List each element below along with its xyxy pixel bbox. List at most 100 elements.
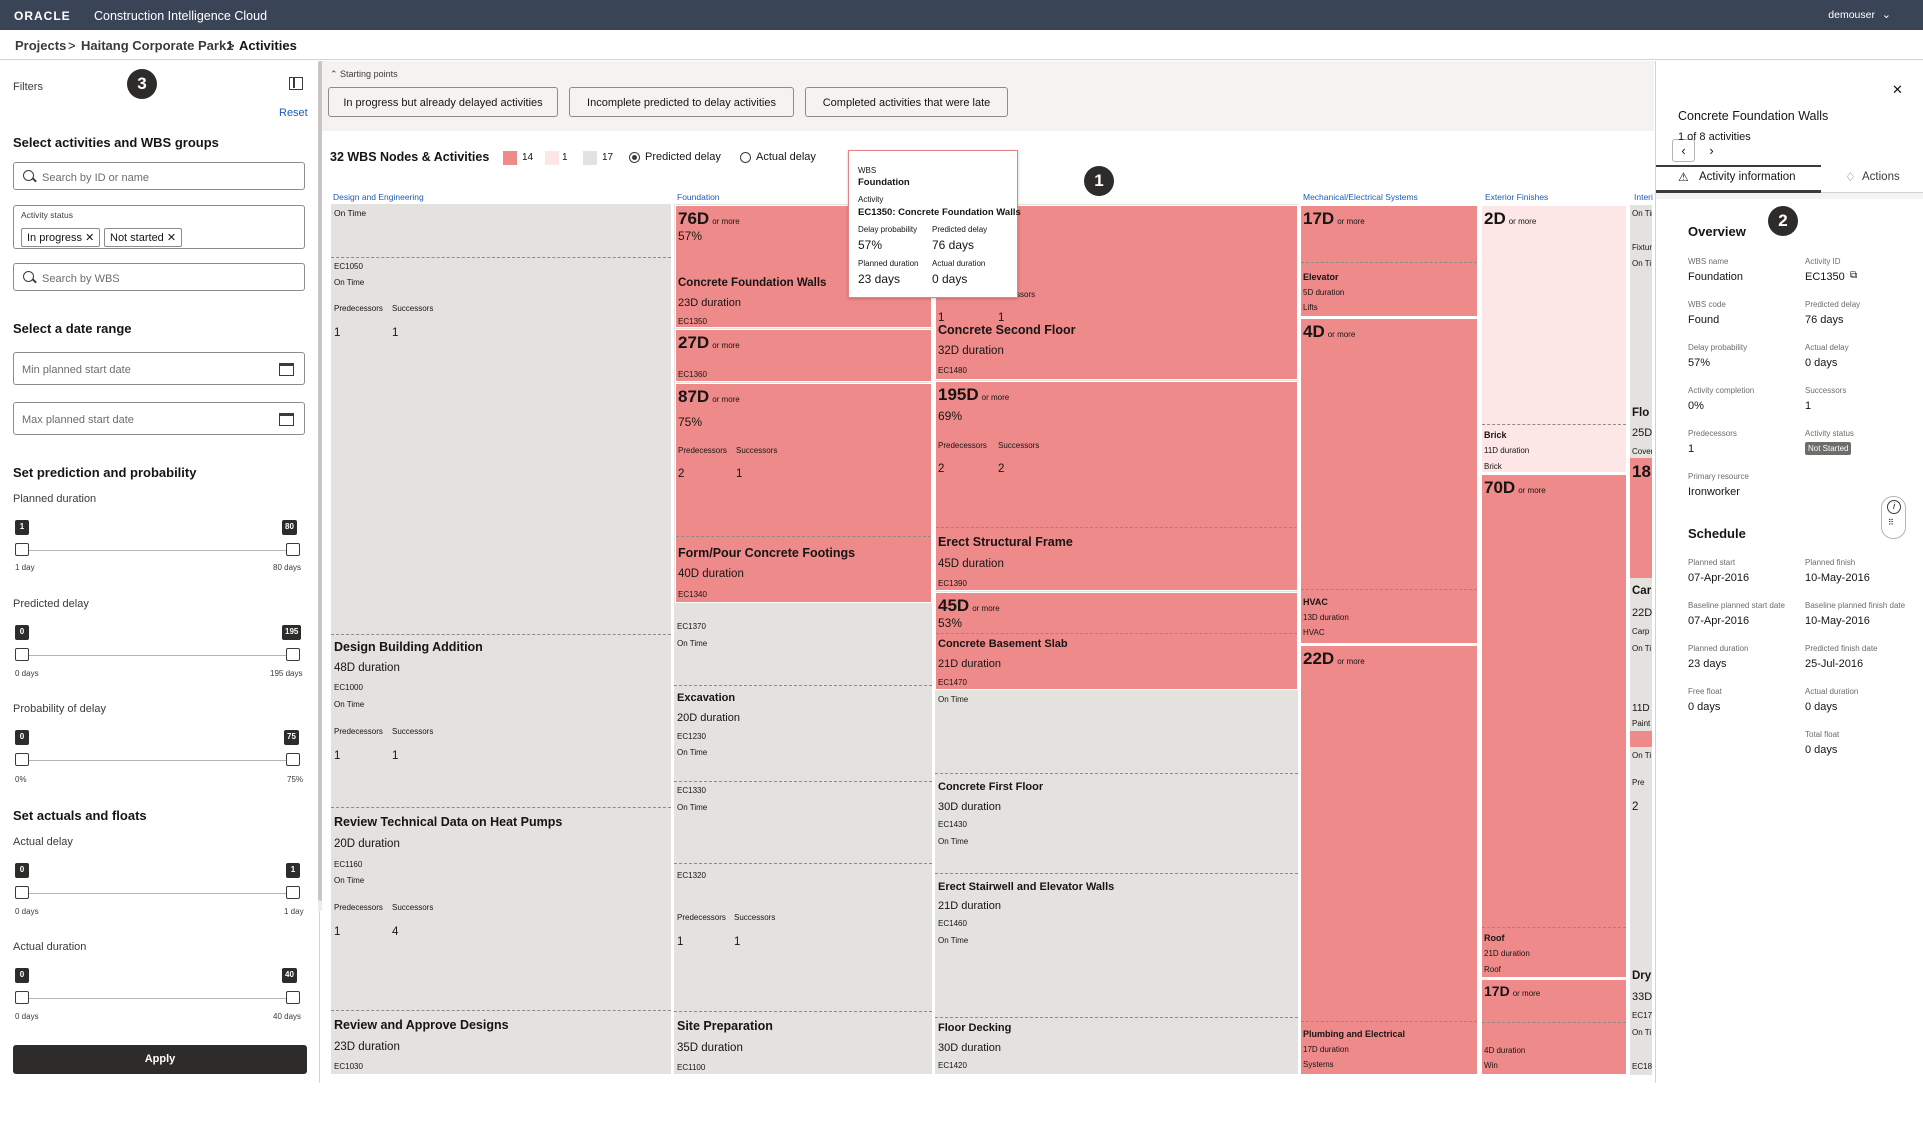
slider-max-handle[interactable] xyxy=(286,543,300,556)
field-value: Found xyxy=(1688,314,1720,326)
breadcrumb: Projects > Haitang Corporate Park1 > Act… xyxy=(0,30,1923,60)
previous-activity-button[interactable]: ‹ xyxy=(1672,139,1695,162)
apply-button[interactable]: Apply xyxy=(13,1045,307,1074)
actuals-heading: Set actuals and floats xyxy=(13,808,147,823)
chip-not-started[interactable]: Not started ✕ xyxy=(104,228,183,247)
activity-cell-form-pour-footings[interactable]: 87D or more 75% Predecessors Successors 2… xyxy=(675,383,932,603)
slider-max-handle[interactable] xyxy=(286,886,300,899)
legend-count: 14 xyxy=(522,152,534,163)
actual-delay-radio[interactable] xyxy=(740,152,751,163)
actual-duration-slider[interactable] xyxy=(22,998,294,999)
starting-points-toggle[interactable]: ⌃ Starting points xyxy=(330,69,398,79)
wbs-group-label[interactable]: Foundation xyxy=(677,192,720,202)
predicted-delay-radio[interactable] xyxy=(629,152,640,163)
search-id-input[interactable]: Search by ID or name xyxy=(13,162,305,190)
interiors-paint-delay[interactable] xyxy=(1630,731,1652,747)
predicted-delay-slider[interactable] xyxy=(22,655,294,656)
activity-cell-elevator[interactable]: 17D or more Elevator 5D duration Lifts xyxy=(1300,205,1478,317)
breadcrumb-projects[interactable]: Projects xyxy=(15,38,67,53)
calendar-icon[interactable] xyxy=(279,363,294,376)
tab-actions[interactable]: Actions xyxy=(1862,171,1900,183)
planned-duration-slider[interactable] xyxy=(22,550,294,551)
next-activity-button[interactable]: › xyxy=(1700,139,1723,162)
actual-duration-label: Actual duration xyxy=(13,941,87,953)
actual-delay-label: Actual delay xyxy=(13,836,73,848)
activity-cell-brick[interactable]: 2D or more Brick 11D duration Brick xyxy=(1481,205,1627,473)
collapse-panel-icon[interactable] xyxy=(289,77,303,90)
field-label: Predicted finish date xyxy=(1805,644,1878,653)
actual-delay-slider[interactable] xyxy=(22,893,294,894)
field-value: 0 days xyxy=(1805,357,1838,369)
slider-max-value: 195 xyxy=(282,625,302,640)
wbs-group-label[interactable]: Interi xyxy=(1634,192,1653,202)
prediction-heading: Set prediction and probability xyxy=(13,465,197,480)
wbs-cell-design-engineering[interactable]: On Time EC1050 On Time Predecessors Succ… xyxy=(331,204,671,1074)
chevron-down-icon[interactable]: ⌄ xyxy=(1881,9,1891,21)
search-wbs-input[interactable]: Search by WBS xyxy=(13,263,305,291)
starting-point-button-2[interactable]: Incomplete predicted to delay activities xyxy=(569,87,794,117)
copy-icon[interactable]: ⧉ xyxy=(1850,270,1858,281)
select-activities-heading: Select activities and WBS groups xyxy=(13,135,219,150)
slider-max-value: 75 xyxy=(284,730,299,745)
activity-cell-ec1360[interactable]: 27D or more EC1360 xyxy=(675,329,932,382)
slider-max-handle[interactable] xyxy=(286,648,300,661)
slider-max-handle[interactable] xyxy=(286,991,300,1004)
filters-panel: Filters 3 Reset Select activities and WB… xyxy=(0,61,320,1083)
structure-ontime-area[interactable]: On Time Concrete First Floor 30D duratio… xyxy=(935,691,1298,1075)
breadcrumb-project[interactable]: Haitang Corporate Park1 xyxy=(81,38,234,53)
activity-status-select[interactable]: Activity status In progress ✕ Not starte… xyxy=(13,205,305,249)
slider-min-handle[interactable] xyxy=(15,648,29,661)
slider-min-handle[interactable] xyxy=(15,991,29,1004)
status-badge: Not Started xyxy=(1805,442,1852,455)
legend-swatch-ontime xyxy=(583,151,597,165)
user-menu[interactable]: demouser xyxy=(1828,9,1875,21)
grid-icon[interactable]: ⠿ xyxy=(1888,518,1894,527)
foundation-ontime-area[interactable]: EC1370 On Time Excavation 20D duration E… xyxy=(674,605,932,1075)
info-icon[interactable]: i xyxy=(1887,500,1901,514)
field-value: Foundation xyxy=(1688,271,1744,283)
reset-link[interactable]: Reset xyxy=(279,107,308,119)
activity-cell-roof[interactable]: 70D or more Roof 21D duration Roof xyxy=(1481,474,1627,978)
calendar-icon[interactable] xyxy=(279,413,294,426)
activity-cell-hvac[interactable]: 4D or more HVAC 13D duration HVAC xyxy=(1300,318,1478,644)
field-value: 0% xyxy=(1688,400,1704,412)
chip-in-progress[interactable]: In progress ✕ xyxy=(21,228,101,247)
field-label: Delay probability xyxy=(1688,343,1748,352)
tab-activity-information[interactable]: Activity information xyxy=(1699,171,1796,183)
activity-cell-windows[interactable]: 17D or more 4D duration Win xyxy=(1481,979,1627,1075)
slider-min-value: 0 xyxy=(15,625,29,640)
field-label: Planned start xyxy=(1688,558,1736,567)
slider-min-handle[interactable] xyxy=(15,753,29,766)
field-label: Planned finish xyxy=(1805,558,1856,567)
interiors-cell-drywall[interactable]: On Ti Pre 2 Dry 33D EC17( On Ti EC185 xyxy=(1630,748,1652,1075)
field-value: Ironworker xyxy=(1688,486,1740,498)
starting-point-button-1[interactable]: In progress but already delayed activiti… xyxy=(328,87,558,117)
filters-scrollbar[interactable] xyxy=(318,61,323,911)
starting-point-button-3[interactable]: Completed activities that were late xyxy=(805,87,1008,117)
slider-min-handle[interactable] xyxy=(15,543,29,556)
probability-delay-slider[interactable] xyxy=(22,760,294,761)
close-icon[interactable]: ✕ xyxy=(1892,82,1903,97)
interiors-delayed-cell[interactable]: 18 xyxy=(1630,458,1652,578)
activity-cell-concrete-basement-slab[interactable]: 45D or more 53% Concrete Basement Slab 21… xyxy=(935,592,1298,690)
activity-cell-erect-structural-frame[interactable]: 195D or more 69% Predecessors Successors … xyxy=(935,381,1298,591)
max-date-input[interactable]: Max planned start date xyxy=(13,402,305,435)
planned-duration-label: Planned duration xyxy=(13,493,97,505)
slider-min-value: 0 xyxy=(15,863,29,878)
floating-help-control[interactable]: i ⠿ xyxy=(1881,496,1906,539)
field-label: Predecessors xyxy=(1688,429,1737,438)
callout-badge-2: 2 xyxy=(1768,206,1798,236)
lightbulb-icon: ♢ xyxy=(1845,170,1856,184)
oracle-logo: ORACLE xyxy=(14,9,71,23)
wbs-group-label[interactable]: Design and Engineering xyxy=(333,192,424,202)
wbs-group-label[interactable]: Exterior Finishes xyxy=(1485,192,1549,202)
field-value: 1 xyxy=(1688,443,1695,455)
activity-cell-plumbing-electrical[interactable]: 22D or more Plumbing and Electrical 17D d… xyxy=(1300,645,1478,1075)
slider-max-handle[interactable] xyxy=(286,753,300,766)
min-date-input[interactable]: Min planned start date xyxy=(13,352,305,385)
wbs-group-label[interactable]: Mechanical/Electrical Systems xyxy=(1303,192,1418,202)
field-value: 07-Apr-2016 xyxy=(1688,615,1750,627)
field-label: Baseline planned finish date xyxy=(1805,601,1906,610)
interiors-cell-carpet[interactable]: Car 22D Carp On Ti 11D d Paint xyxy=(1630,580,1652,730)
slider-min-handle[interactable] xyxy=(15,886,29,899)
